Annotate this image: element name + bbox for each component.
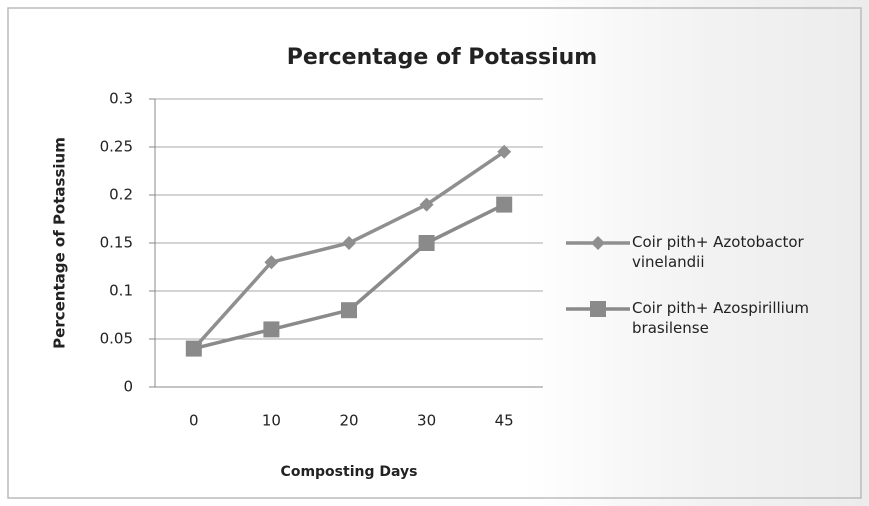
y-tick-label: 0.15: [100, 234, 133, 252]
x-tick-label: 10: [262, 412, 281, 430]
point: [496, 196, 513, 213]
series-line: [192, 150, 506, 350]
point: [418, 235, 435, 251]
x-tick-label: 45: [495, 412, 514, 430]
series-line: [193, 203, 505, 351]
y-tick-label: 0.25: [100, 138, 133, 156]
x-tick-label: 30: [417, 412, 436, 430]
point: [185, 340, 202, 357]
y-tick-label: 0.2: [109, 186, 133, 204]
point: [497, 144, 512, 159]
legend-label: Coir pith+ Azotobactor vinelandii: [632, 233, 804, 271]
x-axis-title: Composting Days: [281, 464, 418, 480]
y-tick-label: 0.1: [109, 282, 133, 300]
chart-frame: [7, 7, 862, 499]
chart-title: Percentage of Potassium: [287, 45, 597, 70]
point: [264, 255, 279, 270]
legend-label: Coir pith+ Azospirillium brasilense: [632, 299, 809, 337]
y-tick-label: 0.3: [109, 90, 133, 108]
point: [591, 236, 605, 250]
point: [341, 302, 357, 319]
point: [342, 236, 356, 250]
point: [263, 321, 280, 338]
point: [590, 301, 606, 317]
x-tick-label: 0: [189, 412, 199, 430]
point: [419, 197, 434, 212]
y-tick-label: 0: [123, 378, 133, 396]
y-axis-title: Percentage of Potassium: [51, 137, 69, 349]
x-tick-label: 20: [339, 412, 358, 430]
y-tick-label: 0.05: [100, 330, 133, 348]
